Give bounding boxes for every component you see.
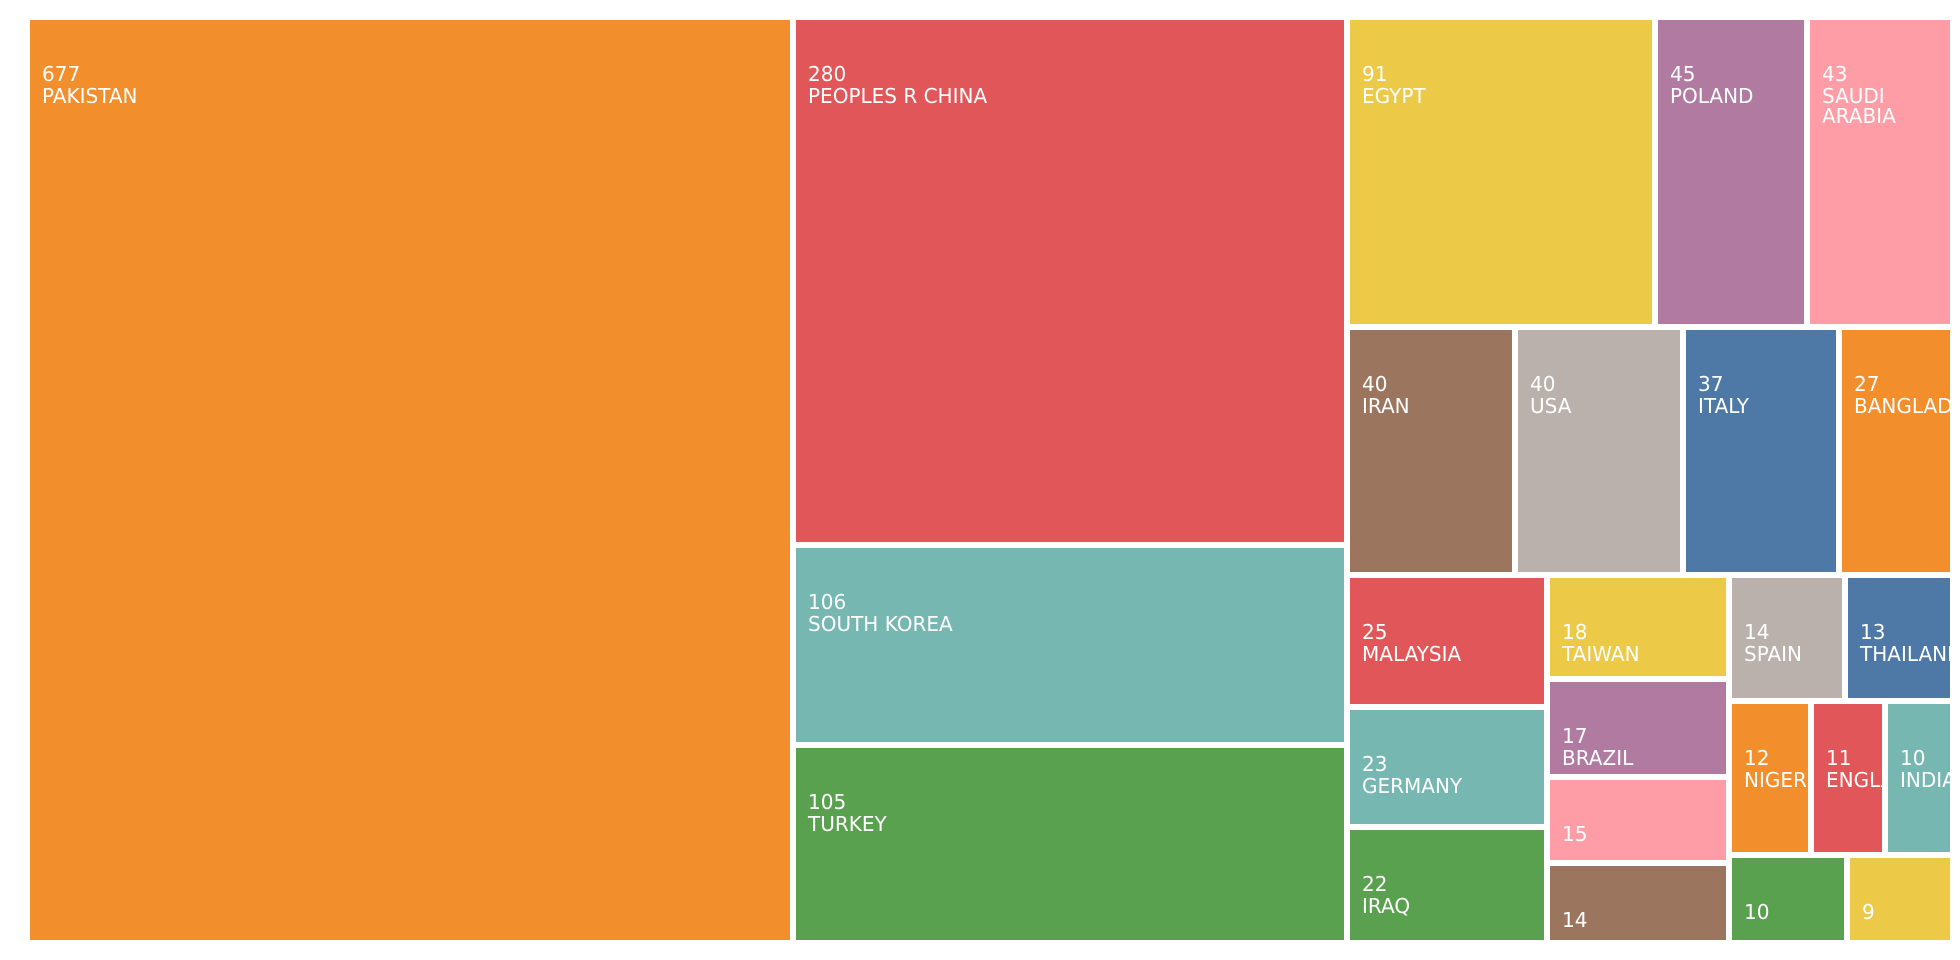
tile-label-usa: USA (1530, 394, 1572, 418)
tile-label-south-korea: SOUTH KOREA (808, 612, 953, 636)
tile-value-bangladesh: 27 (1854, 372, 1880, 396)
tile-poland[interactable]: 45 POLAND (1658, 20, 1804, 324)
tile-value-england: 11 (1826, 746, 1852, 770)
tile-item-23[interactable]: 10 (1732, 858, 1844, 940)
tile-label-india: INDIA (1900, 768, 1950, 792)
tile-value-malaysia: 25 (1362, 620, 1388, 644)
tile-label-egypt: EGYPT (1362, 84, 1426, 108)
tile-value-item-24: 9 (1862, 900, 1875, 924)
tile-label-peoples-r-china: PEOPLES R CHINA (808, 84, 988, 108)
tile-malaysia[interactable]: 25 MALAYSIA (1350, 578, 1544, 704)
tile-label-brazil: BRAZIL (1562, 746, 1634, 770)
tile-label-germany: GERMANY (1362, 774, 1463, 798)
tile-taiwan[interactable]: 18 TAIWAN (1550, 578, 1726, 676)
tile-usa[interactable]: 40 USA (1518, 330, 1680, 572)
tile-item-24[interactable]: 9 (1850, 858, 1950, 940)
tile-thailand[interactable]: 13THAILAND (1848, 578, 1950, 698)
tile-label-iran: IRAN (1362, 394, 1410, 418)
tile-pakistan[interactable]: 677 PAKISTAN (30, 20, 790, 940)
tile-germany[interactable]: 23 GERMANY (1350, 710, 1544, 824)
tile-value-india: 10 (1900, 746, 1926, 770)
tile-label-pakistan: PAKISTAN (42, 84, 138, 108)
tile-england[interactable]: 11ENGLAND (1814, 704, 1882, 852)
tile-spain[interactable]: 14 SPAIN (1732, 578, 1842, 698)
tile-value-brazil: 17 (1562, 724, 1588, 748)
tile-label-nigeria: NIGERIA (1744, 768, 1808, 792)
tile-south-korea[interactable]: 106 SOUTH KOREA (796, 548, 1344, 742)
tile-brazil[interactable]: 17 BRAZIL (1550, 682, 1726, 774)
tile-label-malaysia: MALAYSIA (1362, 642, 1462, 666)
tile-value-taiwan: 18 (1562, 620, 1588, 644)
tile-value-germany: 23 (1362, 752, 1388, 776)
tile-egypt[interactable]: 91 EGYPT (1350, 20, 1652, 324)
tile-label-poland: POLAND (1670, 84, 1754, 108)
tile-label-spain: SPAIN (1744, 642, 1803, 666)
tile-label-taiwan: TAIWAN (1562, 642, 1640, 666)
tile-india[interactable]: 10 INDIA (1888, 704, 1950, 852)
tile-item-16[interactable]: 15 (1550, 780, 1726, 860)
tile-italy[interactable]: 37 ITALY (1686, 330, 1836, 572)
tile-nigeria[interactable]: 12NIGERIA (1732, 704, 1808, 852)
tile-value-italy: 37 (1698, 372, 1724, 396)
tile-label-bangladesh: BANGLADESH (1854, 394, 1950, 418)
tile-label-turkey: TURKEY (808, 812, 887, 836)
tile-iraq[interactable]: 22 IRAQ (1350, 830, 1544, 940)
tile-value-iraq: 22 (1362, 872, 1388, 896)
tile-value-item-23: 10 (1744, 900, 1770, 924)
tile-label-england: ENGLAND (1826, 768, 1882, 792)
tile-label-iraq: IRAQ (1362, 894, 1411, 918)
tile-value-pakistan: 677 (42, 62, 81, 86)
tile-value-peoples-r-china: 280 (808, 62, 847, 86)
tile-value-egypt: 91 (1362, 62, 1388, 86)
tile-turkey[interactable]: 105 TURKEY (796, 748, 1344, 940)
tile-value-spain: 14 (1744, 620, 1770, 644)
tile-value-south-korea: 106 (808, 590, 847, 614)
tile-value-iran: 40 (1362, 372, 1388, 396)
tile-value-usa: 40 (1530, 372, 1556, 396)
tile-iran[interactable]: 40 IRAN (1350, 330, 1512, 572)
tile-item-17[interactable]: 14 (1550, 866, 1726, 940)
tile-value-item-16: 15 (1562, 822, 1588, 846)
tile-value-item-17: 14 (1562, 908, 1588, 932)
tile-peoples-r-china[interactable]: 280 PEOPLES R CHINA (796, 20, 1344, 542)
tile-bangladesh[interactable]: 27BANGLADESH (1842, 330, 1950, 572)
tile-value-thailand: 13 (1860, 620, 1886, 644)
tile-saudi-arabia[interactable]: 43 SAUDI ARABIA (1810, 20, 1950, 324)
tile-value-nigeria: 12 (1744, 746, 1770, 770)
tile-value-poland: 45 (1670, 62, 1696, 86)
tile-label-saudi-arabia: SAUDI ARABIA (1822, 84, 1896, 128)
tile-label-thailand: THAILAND (1860, 642, 1950, 666)
tile-value-turkey: 105 (808, 790, 847, 814)
tile-value-saudi-arabia: 43 (1822, 62, 1848, 86)
tile-label-italy: ITALY (1698, 394, 1749, 418)
